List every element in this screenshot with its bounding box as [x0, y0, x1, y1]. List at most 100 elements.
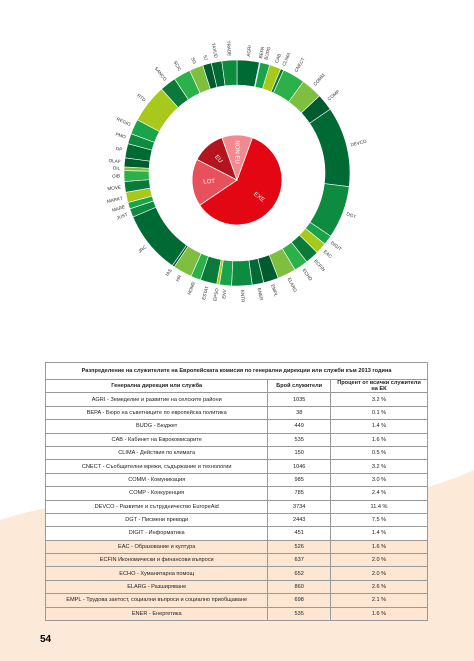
- header-cell: Брой служители: [267, 378, 331, 394]
- table-cell: 1.4 %: [330, 419, 428, 434]
- ring-label: MARKT: [106, 196, 123, 204]
- ring-label: EPSO: [212, 287, 219, 301]
- ring-label: PMO: [115, 132, 127, 140]
- ring-label: COMM: [312, 72, 325, 86]
- ring-label: AGRI: [246, 45, 252, 57]
- pie-slice: [191, 158, 238, 206]
- ring-label: CNECT: [293, 57, 305, 73]
- ring-label: COMP: [327, 89, 341, 102]
- table-cell: 3734: [267, 499, 331, 514]
- table-cell: 2.0 %: [330, 566, 428, 581]
- table-row: COMP - Конкуренция 785 2.4 %: [44, 486, 428, 501]
- ring-label: SCIC: [173, 60, 183, 73]
- table-row: AGRI - Земеделие и развитие на селските …: [44, 392, 428, 407]
- table-row: ELARG - Разширяване 860 2.6 %: [44, 579, 428, 595]
- pie-label: EU: [213, 154, 223, 164]
- ring-label: RTD: [136, 93, 147, 103]
- table-cell: 2.0 %: [330, 553, 428, 568]
- table-cell: AGRI - Земеделие и развитие на селските …: [44, 392, 269, 407]
- table-row: BUDG - Бюджет 449 1.4 %: [44, 419, 428, 434]
- ring-label: SANCO: [154, 66, 168, 82]
- table-cell: ENER - Енергетика: [44, 606, 269, 622]
- table-cell: COMM - Комуникация: [44, 472, 269, 488]
- table-cell: 451: [267, 526, 331, 541]
- table-row: DGT - Писмени преводи 2443 7.5 %: [44, 512, 428, 528]
- ring-label: JRC: [137, 244, 148, 254]
- ring-label: DIGIT: [330, 240, 343, 251]
- table-cell: 1.6 %: [330, 539, 428, 555]
- ring-label: MOVE: [107, 185, 121, 192]
- table-cell: 1046: [267, 459, 331, 474]
- table-cell: 1.6 %: [330, 606, 428, 622]
- table-row: ENER - Енергетика 535 1.6 %: [44, 606, 428, 622]
- table-cell: 985: [267, 472, 331, 488]
- table-cell: 637: [267, 553, 331, 568]
- table-cell: 7.5 %: [330, 512, 428, 528]
- table-row: CNECT - Съобщителни мрежи, съдържание и …: [44, 459, 428, 474]
- ring-segment: [123, 170, 150, 182]
- table-cell: 38: [267, 405, 331, 421]
- ring-label: SJ: [202, 54, 208, 61]
- table-cell: COMP - Конкуренция: [44, 486, 269, 501]
- table-cell: DIGIT - Информатика: [44, 526, 269, 541]
- table-cell: EMPL - Трудова заетост, социални въпроси…: [44, 593, 269, 608]
- table-row: EMPL - Трудова заетост, социални въпроси…: [44, 593, 428, 608]
- table-cell: 2.6 %: [330, 579, 428, 595]
- table-cell: 652: [267, 566, 331, 581]
- ring-label: OLAF: [108, 158, 121, 164]
- table-cell: 1.6 %: [330, 432, 428, 447]
- ring-label: IAS: [164, 268, 172, 277]
- ring-label: ESTAT: [201, 285, 209, 300]
- table-cell: 526: [267, 539, 331, 555]
- ring-label: ENV: [221, 288, 227, 299]
- table-cell: 2.1 %: [330, 593, 428, 608]
- header-cell: Генерална дирекция или служба: [44, 378, 269, 394]
- ring-label: CAB: [274, 53, 282, 64]
- table-cell: CAB - Кабинет на Еврокомисарите: [44, 432, 269, 447]
- ring-label: ELARG: [287, 277, 299, 294]
- table-row: BEPA - Бюро на съветниците по европейска…: [44, 405, 428, 421]
- table-cell: 785: [267, 486, 331, 501]
- pie-label: NON EU: [233, 140, 239, 163]
- ring-label: EMPL: [270, 284, 279, 298]
- ring-label: OP: [115, 146, 122, 152]
- ring-label: REGIO: [116, 116, 132, 127]
- table-cell: 860: [267, 579, 331, 595]
- pie-label: LOT: [203, 179, 215, 186]
- page-number: 54: [40, 634, 52, 645]
- ring-segment: [309, 108, 351, 187]
- table-cell: 449: [267, 419, 331, 434]
- table-cell: 3.2 %: [330, 459, 428, 474]
- ring-label: JUST: [116, 212, 129, 221]
- table-cell: ECHO - Хуманитарна помощ: [44, 566, 269, 581]
- table-row: COMM - Комуникация 985 3.0 %: [44, 472, 428, 488]
- table-cell: 2443: [267, 512, 331, 528]
- table-cell: ELARG - Разширяване: [44, 579, 269, 595]
- ring-label: HOME: [187, 281, 197, 296]
- table-row: DEVCO - Развитие и сътрудничество Europe…: [44, 499, 428, 514]
- ring-label: ECFIN: [313, 259, 326, 273]
- ring-label: DEVCO: [350, 139, 367, 148]
- ring-label: ENTR: [240, 290, 246, 303]
- ring-label: ENER: [257, 287, 264, 301]
- table-row: CLIMA - Действия по климата 150 0.5 %: [44, 445, 428, 461]
- pie-slice: [199, 137, 283, 226]
- table-cell: DEVCO - Развитие и сътрудничество Europe…: [44, 499, 269, 514]
- table-row: EAC - Образование и култура 526 1.6 %: [44, 539, 428, 555]
- ring-label: TRADE: [226, 41, 232, 57]
- ring-label: BEPA: [258, 45, 265, 59]
- table-cell: 0.1 %: [330, 405, 428, 421]
- ring-label: ECHO: [301, 268, 313, 282]
- ring-segment: [221, 59, 238, 87]
- table-cell: 535: [267, 432, 331, 447]
- ring-label: EAC: [323, 249, 334, 259]
- ring-label: DGT: [346, 211, 357, 219]
- header-cell: Процент от всички служители на ЕК: [330, 378, 428, 394]
- ring-label: CLIMA: [281, 51, 292, 67]
- table-cell: CNECT - Съобщителни мрежи, съдържание и …: [44, 459, 269, 474]
- table-cell: 1035: [267, 392, 331, 407]
- ring-label: SG: [190, 57, 197, 65]
- pie-slice: [221, 134, 253, 182]
- table-cell: 535: [267, 606, 331, 622]
